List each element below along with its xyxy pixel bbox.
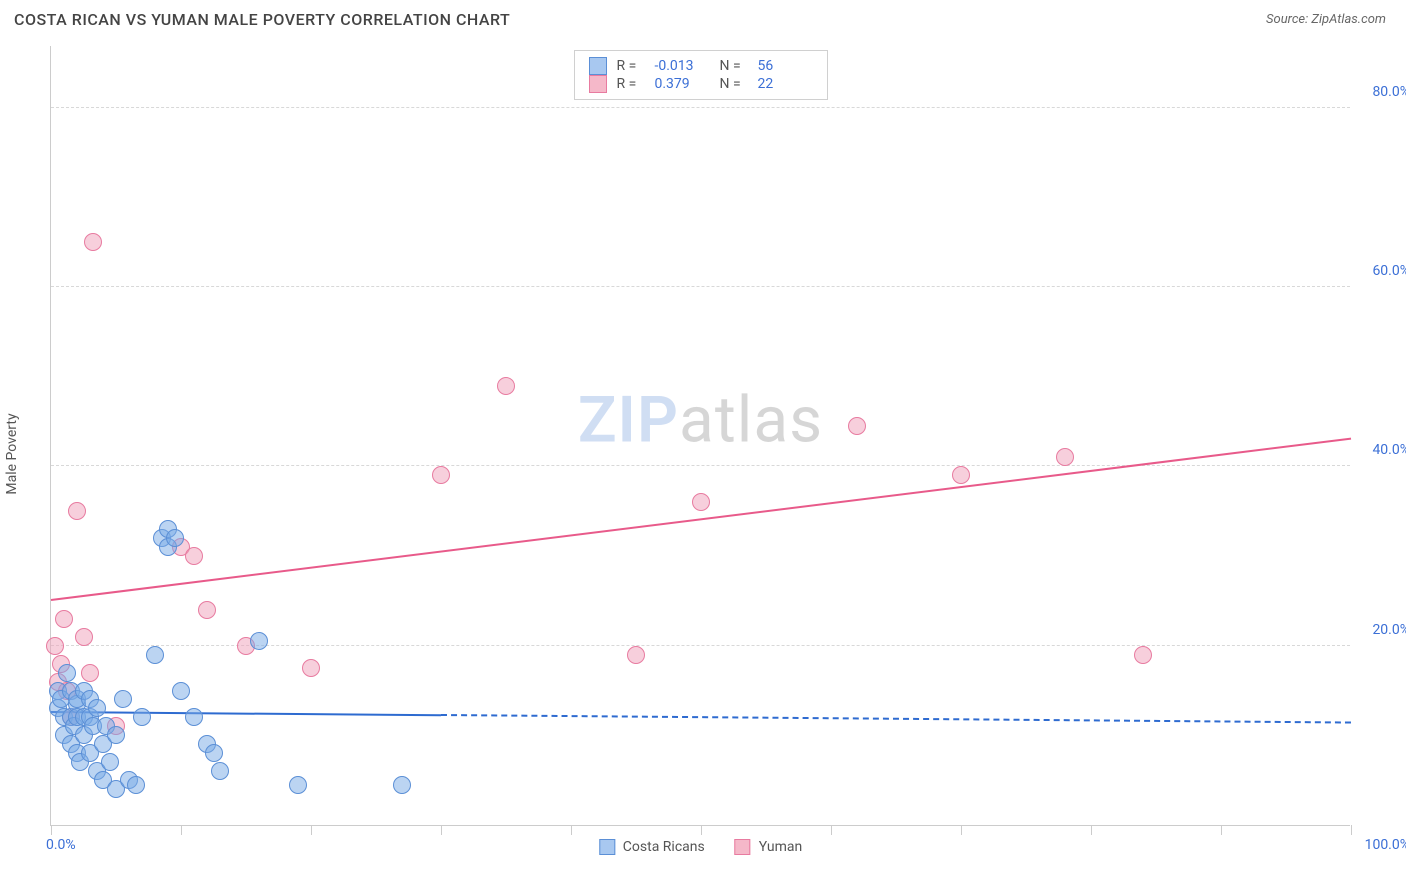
trendline: [51, 438, 1351, 601]
x-tick: [311, 825, 312, 835]
costa-ricans-point: [393, 776, 411, 794]
costa-ricans-point: [107, 726, 125, 744]
costa-ricans-point: [250, 632, 268, 650]
costa-ricans-point: [101, 753, 119, 771]
legend-item: Costa Ricans: [599, 839, 705, 855]
x-tick: [51, 825, 52, 835]
watermark-zip: ZIP: [578, 382, 679, 457]
legend-swatch: [589, 75, 607, 93]
costa-ricans-point: [289, 776, 307, 794]
n-label: N =: [720, 76, 748, 92]
source-label: Source: ZipAtlas.com: [1266, 12, 1386, 27]
trendline: [51, 711, 441, 716]
costa-ricans-point: [88, 699, 106, 717]
costa-ricans-point: [58, 664, 76, 682]
yuman-point: [432, 466, 450, 484]
costa-ricans-point: [127, 776, 145, 794]
gridline: [51, 465, 1350, 466]
r-label: R =: [617, 76, 645, 92]
y-tick-label: 80.0%: [1372, 84, 1406, 100]
correlation-legend: R = -0.013 N = 56 R = 0.379 N = 22: [574, 50, 828, 100]
yuman-point: [68, 502, 86, 520]
legend-swatch: [735, 839, 751, 855]
n-label: N =: [720, 58, 748, 74]
costa-ricans-point: [211, 762, 229, 780]
chart-title: COSTA RICAN VS YUMAN MALE POVERTY CORREL…: [14, 10, 510, 29]
costa-ricans-point: [146, 646, 164, 664]
n-value: 22: [758, 76, 813, 92]
yuman-point: [952, 466, 970, 484]
y-axis-label: Male Poverty: [4, 413, 20, 494]
y-tick-label: 40.0%: [1372, 442, 1406, 458]
costa-ricans-point: [185, 708, 203, 726]
legend-swatch: [589, 57, 607, 75]
x-tick: [1221, 825, 1222, 835]
yuman-point: [75, 628, 93, 646]
chart-container: Male Poverty ZIPatlas R =-0.013N =56R =0…: [50, 46, 1390, 846]
yuman-point: [185, 547, 203, 565]
legend-row: R = 0.379 N = 22: [589, 75, 813, 93]
costa-ricans-point: [172, 682, 190, 700]
yuman-point: [848, 417, 866, 435]
watermark-atlas: atlas: [679, 382, 823, 457]
yuman-point: [84, 233, 102, 251]
r-value: -0.013: [655, 58, 710, 74]
x-tick-label: 100.0%: [1365, 837, 1406, 853]
yuman-point: [302, 659, 320, 677]
x-tick: [1091, 825, 1092, 835]
x-tick: [1351, 825, 1352, 835]
legend-label: Costa Ricans: [623, 839, 705, 855]
n-value: 56: [758, 58, 813, 74]
legend-row: R = -0.013 N = 56: [589, 57, 813, 75]
y-tick-label: 20.0%: [1372, 622, 1406, 638]
yuman-point: [46, 637, 64, 655]
yuman-point: [1056, 448, 1074, 466]
x-tick: [961, 825, 962, 835]
costa-ricans-point: [133, 708, 151, 726]
x-tick-label: 0.0%: [46, 837, 76, 853]
trendline-extrapolated: [441, 714, 1351, 724]
series-legend: Costa Ricans Yuman: [599, 839, 802, 855]
costa-ricans-point: [166, 529, 184, 547]
costa-ricans-point: [205, 744, 223, 762]
legend-label: Yuman: [759, 839, 802, 855]
plot-area: ZIPatlas R =-0.013N =56R =0.379N =22 Cos…: [50, 46, 1350, 826]
yuman-point: [81, 664, 99, 682]
watermark: ZIPatlas: [578, 382, 823, 457]
x-tick: [831, 825, 832, 835]
x-tick: [571, 825, 572, 835]
gridline: [51, 107, 1350, 108]
yuman-point: [692, 493, 710, 511]
x-tick: [441, 825, 442, 835]
legend-item: Yuman: [735, 839, 802, 855]
yuman-point: [497, 377, 515, 395]
yuman-point: [627, 646, 645, 664]
legend-swatch: [599, 839, 615, 855]
x-tick: [181, 825, 182, 835]
x-tick: [701, 825, 702, 835]
r-value: 0.379: [655, 76, 710, 92]
r-label: R =: [617, 58, 645, 74]
yuman-point: [55, 610, 73, 628]
gridline: [51, 286, 1350, 287]
yuman-point: [1134, 646, 1152, 664]
yuman-point: [198, 601, 216, 619]
costa-ricans-point: [114, 690, 132, 708]
y-tick-label: 60.0%: [1372, 263, 1406, 279]
